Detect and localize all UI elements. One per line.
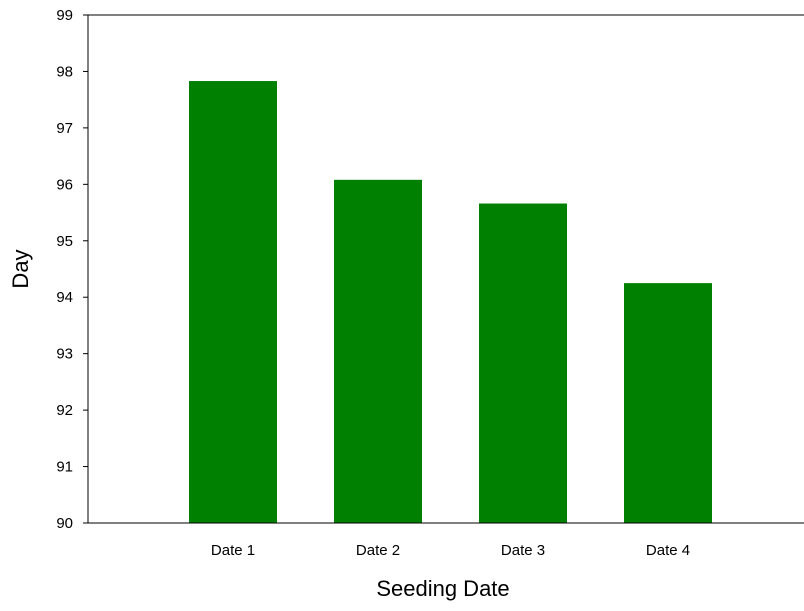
bar-date-4 [624,283,712,523]
bar-date-1 [189,81,277,523]
y-tick-label: 98 [56,63,73,80]
bar-date-2 [334,179,422,523]
bars-group [189,81,712,523]
y-tick-label: 93 [56,346,73,363]
y-axis-title: Day [8,249,33,288]
y-tick-label: 94 [56,289,73,306]
x-tick-label: Date 3 [501,542,545,559]
y-tick-label: 99 [56,7,73,24]
y-tick-label: 95 [56,233,73,250]
x-tick-label: Date 4 [646,542,690,559]
x-axis-ticks: Date 1 Date 2 Date 3 Date 4 [211,542,690,559]
y-tick-label: 91 [56,459,73,476]
x-tick-label: Date 2 [356,542,400,559]
y-tick-label: 90 [56,515,73,532]
y-tick-label: 92 [56,402,73,419]
x-axis-title: Seeding Date [376,576,509,601]
y-tick-label: 96 [56,176,73,193]
x-tick-label: Date 1 [211,542,255,559]
y-axis-ticks: 90 91 92 93 94 95 96 97 98 99 [56,7,88,532]
y-tick-label: 97 [56,120,73,137]
bar-date-3 [479,203,567,523]
